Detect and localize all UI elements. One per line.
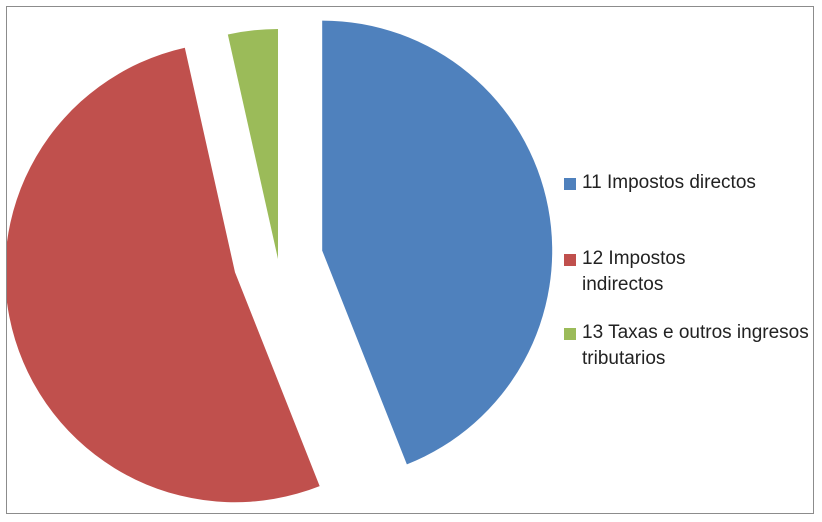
legend-label-impostos-directos: 11 Impostos directos — [582, 172, 756, 193]
pie-slices — [7, 20, 553, 503]
chart-area: 11 Impostos directos 12 Impostos indirec… — [6, 6, 814, 514]
pie-slice-impostos-directos — [322, 20, 553, 465]
legend-item-impostos-indirectos: 12 Impostos indirectos — [564, 246, 732, 298]
legend-item-impostos-directos: 11 Impostos directos — [564, 170, 814, 196]
legend-label-taxas: 13 Taxas e outros ingresos tributarios — [582, 322, 809, 369]
pie-slice-impostos-indirectos — [7, 47, 320, 503]
legend-swatch-impostos-directos — [564, 178, 576, 190]
chart-legend: 11 Impostos directos 12 Impostos indirec… — [564, 170, 814, 372]
pie-chart — [7, 20, 553, 503]
legend-swatch-impostos-indirectos — [564, 254, 576, 266]
legend-swatch-taxas — [564, 328, 576, 340]
legend-label-impostos-indirectos: 12 Impostos indirectos — [582, 248, 686, 295]
pie-slice-taxas — [227, 29, 278, 259]
legend-item-taxas: 13 Taxas e outros ingresos tributarios — [564, 320, 812, 372]
